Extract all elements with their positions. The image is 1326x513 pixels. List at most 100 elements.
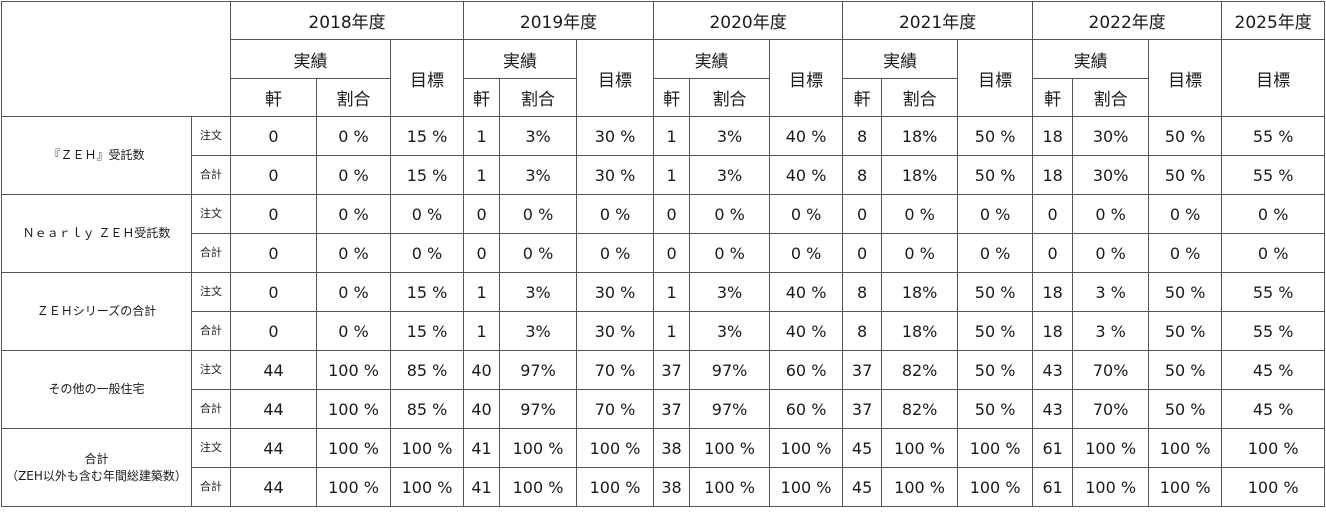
count-cell: 1 bbox=[463, 155, 501, 195]
ratio-cell: 3% bbox=[689, 311, 771, 351]
target-cell: 30 % bbox=[576, 311, 655, 351]
count-cell: 40 bbox=[463, 350, 501, 390]
actual-header: 実績 bbox=[842, 39, 959, 79]
target-cell: 40 % bbox=[769, 155, 844, 195]
target-cell: 0 % bbox=[1221, 194, 1326, 234]
row-sub-label: 合計 bbox=[191, 311, 231, 351]
year-header: 2022年度 bbox=[1032, 1, 1223, 40]
table-row: 合計 44 100 % 85 % 40 97% 70 % 37 97% 60 % 37 82% 50 %… bbox=[2, 389, 1326, 429]
row-group-label-text: Ｎｅａｒｌｙ ＺＥＨ受託数 bbox=[22, 226, 171, 241]
count-cell: 0 bbox=[653, 194, 691, 234]
ratio-cell: 30% bbox=[1072, 155, 1150, 195]
target-cell: 50 % bbox=[1148, 311, 1223, 351]
row-sub-label: 合計 bbox=[191, 233, 231, 273]
ratio-cell: 0 % bbox=[499, 194, 578, 234]
count-cell: 1 bbox=[653, 155, 691, 195]
ratio-cell: 100 % bbox=[316, 428, 391, 468]
target-cell: 50 % bbox=[957, 116, 1034, 156]
count-cell: 61 bbox=[1032, 428, 1074, 468]
target-cell: 100 % bbox=[389, 428, 465, 468]
target-cell: 55 % bbox=[1221, 116, 1326, 156]
ratio-cell: 100 % bbox=[1072, 428, 1150, 468]
ratio-cell: 18% bbox=[881, 272, 959, 312]
year-header: 2025年度 bbox=[1221, 1, 1326, 40]
ratio-cell: 70% bbox=[1072, 389, 1150, 429]
target-cell: 0 % bbox=[957, 194, 1034, 234]
count-cell: 45 bbox=[842, 467, 883, 507]
table-row: ＺＥＨシリーズの合計 注文 0 0 % 15 % 1 3% 30 % 1 3% 40 % 8 18% 50… bbox=[1, 272, 1326, 351]
count-cell: 1 bbox=[463, 311, 501, 351]
ratio-cell: 0 % bbox=[881, 233, 959, 273]
actual-header: 実績 bbox=[230, 39, 391, 79]
target-cell: 0 % bbox=[769, 194, 844, 234]
ratio-cell: 100 % bbox=[499, 467, 578, 507]
count-cell: 44 bbox=[230, 389, 317, 429]
count-cell: 37 bbox=[842, 389, 883, 429]
target-cell: 45 % bbox=[1221, 350, 1326, 390]
ratio-cell: 3% bbox=[499, 272, 578, 312]
ratio-header: 割合 bbox=[499, 78, 578, 117]
row-group-label: 『ＺＥＨ』受託数 bbox=[1, 116, 192, 195]
row-group-label-text: 『ＺＥＨ』受託数 bbox=[48, 148, 145, 163]
target-cell: 50 % bbox=[1148, 389, 1223, 429]
count-cell: 37 bbox=[653, 350, 691, 390]
target-cell: 60 % bbox=[769, 350, 844, 390]
target-header: 目標 bbox=[1148, 39, 1223, 117]
target-cell: 40 % bbox=[769, 272, 844, 312]
target-cell: 0 % bbox=[576, 233, 655, 273]
ratio-cell: 100 % bbox=[881, 428, 959, 468]
target-cell: 60 % bbox=[769, 389, 844, 429]
count-cell: 44 bbox=[230, 428, 317, 468]
ratio-header: 割合 bbox=[1072, 78, 1150, 117]
target-cell: 50 % bbox=[1148, 350, 1223, 390]
ratio-cell: 3% bbox=[689, 272, 771, 312]
row-sub-label: 合計 bbox=[191, 389, 231, 429]
target-cell: 100 % bbox=[1221, 467, 1326, 507]
ratio-cell: 0 % bbox=[316, 194, 391, 234]
target-cell: 50 % bbox=[1148, 116, 1223, 156]
header-corner bbox=[1, 1, 231, 117]
count-cell: 0 bbox=[230, 311, 317, 351]
table-row: 『ＺＥＨ』受託数 注文 0 0 % 15 % 1 3% 30 % 1 3% 40 % 8 18% 50 %… bbox=[1, 116, 1326, 195]
year-header: 2018年度 bbox=[229, 1, 465, 40]
count-cell: 0 bbox=[1032, 233, 1074, 273]
ratio-cell: 0 % bbox=[1072, 194, 1150, 234]
count-cell: 0 bbox=[463, 194, 501, 234]
year-header: 2020年度 bbox=[653, 1, 844, 40]
row-sub-label: 合計 bbox=[191, 467, 231, 507]
ratio-cell: 100 % bbox=[316, 350, 391, 390]
actual-header: 実績 bbox=[463, 39, 578, 79]
row-group-label: ＺＥＨシリーズの合計 bbox=[1, 272, 192, 351]
row-sub-label: 注文 bbox=[191, 350, 231, 390]
target-cell: 70 % bbox=[576, 350, 655, 390]
row-sub-label: 合計 bbox=[191, 155, 231, 195]
count-cell: 18 bbox=[1032, 116, 1074, 156]
table-row: 合計 0 0 % 15 % 1 3% 30 % 1 3% 40 % 8 18% 50 % 18 30% 50 … bbox=[2, 155, 1326, 195]
target-cell: 100 % bbox=[1221, 428, 1326, 468]
ratio-cell: 0 % bbox=[316, 116, 391, 156]
actual-header: 実績 bbox=[653, 39, 771, 79]
row-group-label-text: その他の一般住宅 bbox=[48, 382, 145, 397]
count-cell: 8 bbox=[842, 116, 883, 156]
target-cell: 0 % bbox=[1148, 194, 1223, 234]
row-sub-label: 注文 bbox=[191, 272, 231, 312]
count-cell: 38 bbox=[653, 428, 691, 468]
ratio-cell: 0 % bbox=[881, 194, 959, 234]
target-header: 目標 bbox=[957, 39, 1034, 117]
ratio-cell: 100 % bbox=[499, 428, 578, 468]
target-cell: 100 % bbox=[957, 428, 1034, 468]
target-cell: 100 % bbox=[769, 428, 844, 468]
row-group-label-text: 合計 bbox=[84, 452, 109, 467]
target-cell: 50 % bbox=[957, 389, 1034, 429]
count-cell: 18 bbox=[1032, 155, 1074, 195]
count-cell: 45 bbox=[842, 428, 883, 468]
target-cell: 55 % bbox=[1221, 272, 1326, 312]
target-cell: 15 % bbox=[389, 272, 465, 312]
ratio-cell: 82% bbox=[881, 389, 959, 429]
ratio-cell: 0 % bbox=[689, 194, 771, 234]
count-cell: 1 bbox=[463, 116, 501, 156]
count-cell: 43 bbox=[1032, 350, 1074, 390]
target-cell: 50 % bbox=[957, 311, 1034, 351]
ratio-cell: 0 % bbox=[689, 233, 771, 273]
